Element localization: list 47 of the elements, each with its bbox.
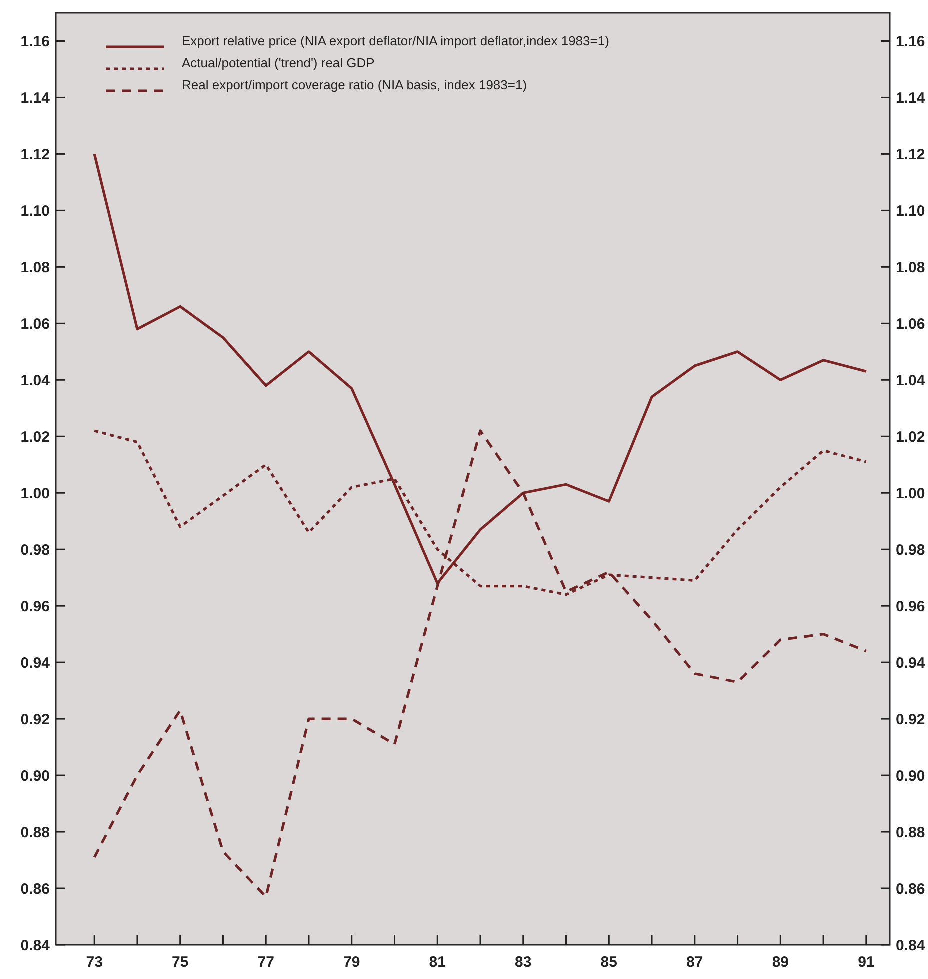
y-tick-label: 0.94 xyxy=(20,654,51,672)
y2-tick-label: 1.06 xyxy=(896,316,926,333)
y2-tick-label: 1.10 xyxy=(896,202,926,220)
y-tick-label: 1.00 xyxy=(20,485,50,502)
y2-tick-label: 1.00 xyxy=(896,485,926,502)
y-tick-label: 1.16 xyxy=(20,33,50,50)
y-tick-label: 0.96 xyxy=(20,598,50,616)
y2-tick-label: 1.12 xyxy=(896,146,926,164)
y-tick-label: 0.98 xyxy=(20,542,50,559)
y2-tick-label: 0.96 xyxy=(896,598,926,616)
y2-tick-label: 1.08 xyxy=(896,259,926,276)
y-tick-label: 1.12 xyxy=(20,146,50,164)
x-tick-label: 89 xyxy=(772,954,789,971)
y2-tick-label: 1.02 xyxy=(896,428,926,446)
y2-tick-label: 0.90 xyxy=(896,768,926,785)
y-tick-label: 0.86 xyxy=(20,880,50,898)
x-tick-label: 91 xyxy=(858,954,875,971)
x-tick-label: 81 xyxy=(429,954,446,971)
y-tick-label: 1.10 xyxy=(20,202,50,220)
y-tick-label: 1.06 xyxy=(20,316,50,333)
legend-label: Real export/import coverage ratio (NIA basis, index 1983=1) xyxy=(182,78,528,93)
x-tick-label: 85 xyxy=(600,954,618,971)
y2-tick-label: 0.88 xyxy=(896,824,926,842)
y-tick-label: 0.92 xyxy=(20,711,50,728)
y-tick-label: 0.88 xyxy=(20,824,50,842)
legend-label: Export relative price (NIA export deflator/NIA import deflator,index 1983=1) xyxy=(182,34,610,49)
x-tick-label: 73 xyxy=(86,954,103,971)
y-tick-label: 1.08 xyxy=(20,259,50,276)
x-tick-label: 87 xyxy=(686,954,704,971)
y2-tick-label: 0.94 xyxy=(896,654,926,672)
y2-tick-label: 0.86 xyxy=(896,880,926,898)
y-tick-label: 1.14 xyxy=(20,90,51,107)
x-tick-label: 83 xyxy=(515,954,532,971)
y-tick-label: 0.90 xyxy=(20,768,50,785)
x-tick-label: 79 xyxy=(344,954,360,971)
legend-label: Actual/potential ('trend') real GDP xyxy=(182,56,375,71)
y2-tick-label: 0.98 xyxy=(896,542,926,559)
y2-tick-label: 1.16 xyxy=(896,33,926,50)
y-tick-label: 1.02 xyxy=(20,428,50,446)
y-tick-label: 1.04 xyxy=(20,372,51,390)
y2-tick-label: 1.04 xyxy=(896,372,926,390)
x-tick-label: 75 xyxy=(172,954,189,971)
y2-tick-label: 0.84 xyxy=(896,937,926,954)
y2-tick-label: 1.14 xyxy=(896,90,926,107)
y-tick-label: 0.84 xyxy=(20,937,51,954)
y2-tick-label: 0.92 xyxy=(896,711,926,728)
x-tick-label: 77 xyxy=(258,954,274,971)
